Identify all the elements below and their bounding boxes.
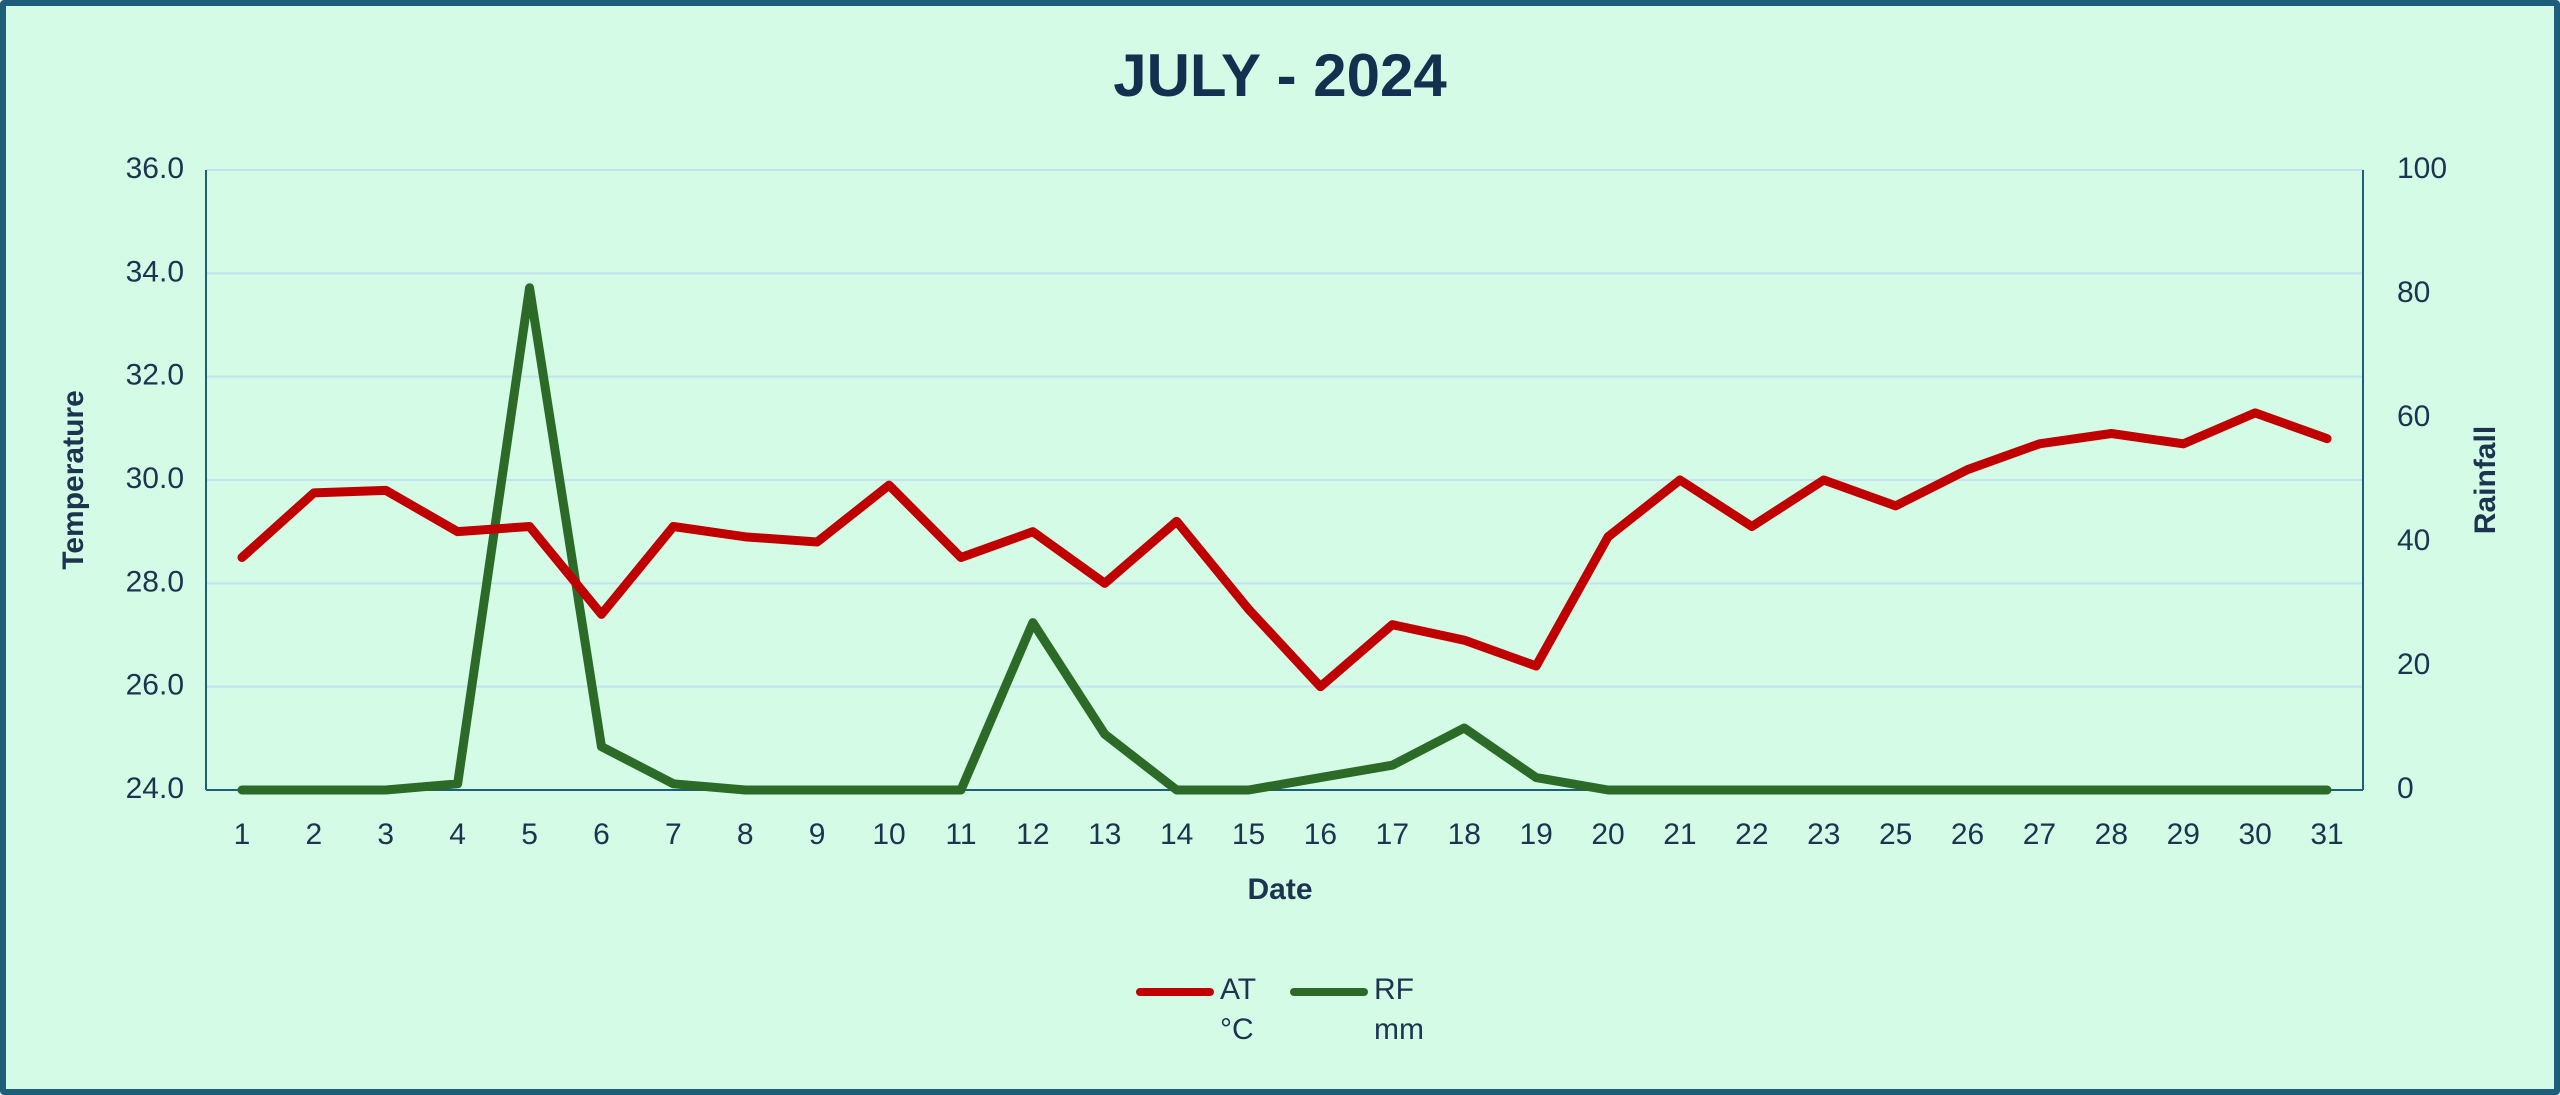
x-tick-label: 28 (2095, 818, 2128, 851)
x-tick-label: 10 (872, 818, 905, 851)
x-tick-label: 22 (1735, 818, 1768, 851)
x-tick-label: 7 (665, 818, 682, 851)
y-tick-label: 32.0 (126, 359, 184, 392)
legend: AT °C RF mm (1136, 970, 1444, 1050)
x-tick-label: 29 (2167, 818, 2200, 851)
x-tick-label: 5 (521, 818, 538, 851)
y-tick-label: 24.0 (126, 772, 184, 805)
x-tick-label: 11 (945, 818, 976, 851)
y-tick-label: 28.0 (126, 565, 184, 598)
x-tick-label: 13 (1088, 818, 1121, 851)
legend-label: RF mm (1374, 973, 1424, 1046)
series-line (237, 408, 2332, 692)
x-tick-label: 9 (809, 818, 826, 851)
y2-tick-label: 100 (2397, 152, 2447, 185)
y-tick-label: 34.0 (126, 255, 184, 288)
legend-swatch (1290, 988, 1368, 996)
x-tick-label: 12 (1016, 818, 1049, 851)
x-tick-label: 1 (234, 818, 251, 851)
x-tick-label: 20 (1591, 818, 1624, 851)
x-tick-label: 14 (1160, 818, 1193, 851)
y-tick-label: 30.0 (126, 462, 184, 495)
x-tick-label: 19 (1519, 818, 1552, 851)
legend-item: AT °C (1136, 970, 1280, 1050)
x-tick-label: 3 (377, 818, 394, 851)
x-tick-label: 4 (449, 818, 466, 851)
x-tick-label: 27 (2023, 818, 2056, 851)
x-tick-label: 16 (1304, 818, 1337, 851)
x-tick-label: 26 (1951, 818, 1984, 851)
x-tick-label: 31 (2310, 818, 2343, 851)
x-tick-label: 18 (1448, 818, 1481, 851)
x-axis-title: Date (1247, 873, 1312, 906)
x-tick-label: 30 (2238, 818, 2271, 851)
x-tick-label: 6 (593, 818, 610, 851)
y2-axis-title: Rainfall (2469, 426, 2502, 534)
y-tick-label: 26.0 (126, 669, 184, 702)
y-tick-label: 36.0 (126, 152, 184, 185)
y2-tick-label: 0 (2397, 772, 2414, 805)
x-tick-label: 15 (1232, 818, 1265, 851)
series-line (237, 283, 2332, 795)
legend-item: RF mm (1290, 970, 1434, 1050)
y-axis-title: Temperature (57, 390, 90, 570)
legend-swatch (1136, 988, 1214, 996)
x-tick-label: 17 (1376, 818, 1409, 851)
y2-tick-label: 20 (2397, 648, 2430, 681)
x-tick-label: 23 (1807, 818, 1840, 851)
legend-label: AT °C (1220, 973, 1256, 1046)
x-tick-label: 25 (1879, 818, 1912, 851)
chart-title: JULY - 2024 (1113, 42, 1447, 109)
y2-tick-label: 80 (2397, 276, 2430, 309)
x-tick-label: 21 (1663, 818, 1696, 851)
x-tick-label: 8 (737, 818, 754, 851)
x-tick-label: 2 (306, 818, 323, 851)
y2-tick-label: 40 (2397, 524, 2430, 557)
y2-tick-label: 60 (2397, 400, 2430, 433)
